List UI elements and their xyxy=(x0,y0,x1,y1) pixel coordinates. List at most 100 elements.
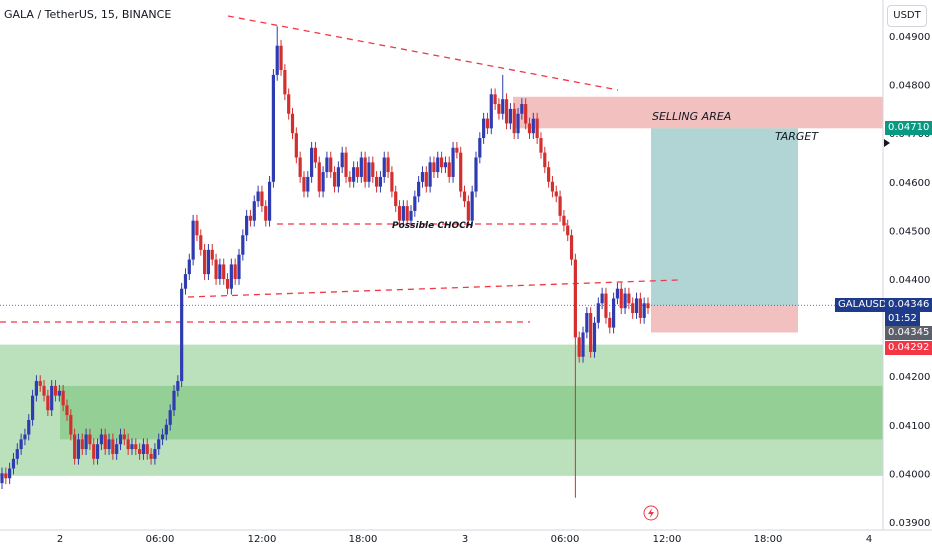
candle-body xyxy=(558,196,562,216)
candle-body xyxy=(122,434,126,440)
candle-body xyxy=(611,298,616,328)
candle-body xyxy=(577,337,581,357)
x-tick-label: 06:00 xyxy=(146,534,175,545)
candle-body xyxy=(325,157,329,173)
candle-body xyxy=(153,449,157,459)
candle-body xyxy=(493,94,497,105)
candle-body xyxy=(183,274,188,289)
candle-body xyxy=(592,322,597,352)
prev-price-tag: 0.04345 xyxy=(885,326,932,340)
candle-body xyxy=(69,415,73,435)
candle-body xyxy=(206,249,211,275)
trendline-mid xyxy=(187,279,679,298)
candle-body xyxy=(294,133,298,158)
candle-body xyxy=(646,303,650,309)
candle-body xyxy=(141,444,146,454)
choch-label: Possible CHOCH xyxy=(392,221,474,231)
candle-body xyxy=(336,167,340,187)
candle-body xyxy=(149,453,153,459)
candle-body xyxy=(547,167,551,182)
selling-zone xyxy=(513,96,883,129)
candle-body xyxy=(375,176,379,187)
candle-body xyxy=(451,147,455,177)
candle-body xyxy=(371,162,375,177)
candle-body xyxy=(11,458,16,469)
candle-body xyxy=(600,293,604,304)
candle-body xyxy=(352,167,356,182)
candle-body xyxy=(382,157,386,177)
candle-body xyxy=(539,138,543,153)
selling-area-label: SELLING AREA xyxy=(652,110,731,123)
candle-body xyxy=(168,410,172,425)
candle-body xyxy=(245,215,249,236)
candle-body xyxy=(95,444,100,459)
candle-body xyxy=(233,264,237,279)
candle-body xyxy=(118,434,123,445)
candle-body xyxy=(566,225,570,236)
candle-body xyxy=(61,390,65,406)
x-tick-label: 18:00 xyxy=(349,534,378,545)
currency-button[interactable]: USDT xyxy=(887,5,927,27)
candle-body xyxy=(53,385,58,396)
candle-body xyxy=(4,473,8,479)
candle-body xyxy=(470,191,474,221)
candle-body xyxy=(222,264,226,279)
candle-body xyxy=(287,94,291,114)
candle-body xyxy=(264,206,268,221)
target-zone xyxy=(651,128,798,306)
flash-bolt-icon xyxy=(648,508,654,518)
candle-body xyxy=(103,434,107,450)
candle-body xyxy=(302,176,306,192)
candle-body xyxy=(459,152,463,192)
candle-body xyxy=(417,181,421,197)
candle-body xyxy=(428,162,432,187)
candle-body xyxy=(38,381,42,386)
candle-body xyxy=(455,147,459,153)
candle-body xyxy=(256,191,260,202)
candle-body xyxy=(520,104,524,114)
candle-body xyxy=(23,434,27,440)
candle-body xyxy=(160,434,165,440)
candle-body xyxy=(15,449,19,459)
candle-body xyxy=(237,254,241,279)
candle-body xyxy=(543,152,547,168)
candle-body xyxy=(489,94,493,129)
target-price-tag: 0.04710 xyxy=(885,121,932,135)
y-tick-label: 0.04400 xyxy=(889,275,930,286)
candle-body xyxy=(348,176,352,182)
candle-body xyxy=(73,434,77,459)
candle-body xyxy=(562,215,566,226)
y-tick-label: 0.04500 xyxy=(889,226,930,237)
y-tick-label: 0.04000 xyxy=(889,469,930,480)
candle-body xyxy=(107,439,111,450)
candle-body xyxy=(199,235,203,250)
candle-body xyxy=(501,99,505,114)
candle-body xyxy=(99,434,103,445)
candle-body xyxy=(638,298,642,318)
y-tick-label: 0.04900 xyxy=(889,32,930,43)
candle-body xyxy=(195,220,199,236)
candle-body xyxy=(386,157,390,173)
demand-zone-inner xyxy=(60,385,883,440)
candle-body xyxy=(34,381,39,396)
candle-body xyxy=(271,74,275,182)
candle-body xyxy=(531,118,535,134)
y-tick-label: 0.04800 xyxy=(889,81,930,92)
candle-body xyxy=(8,468,12,479)
target-label: TARGET xyxy=(775,130,819,143)
candle-body xyxy=(50,385,54,411)
candle-body xyxy=(313,147,318,163)
candle-body xyxy=(478,138,482,158)
x-tick-label: 3 xyxy=(462,534,468,545)
candle-body xyxy=(306,176,310,192)
candle-body xyxy=(573,259,577,338)
candle-body xyxy=(405,206,409,221)
candle-body xyxy=(631,303,635,314)
candle-body xyxy=(157,439,161,450)
trendline-top xyxy=(227,15,619,91)
candle-body xyxy=(332,172,337,187)
candle-body xyxy=(260,191,264,207)
candle-body xyxy=(275,45,279,75)
